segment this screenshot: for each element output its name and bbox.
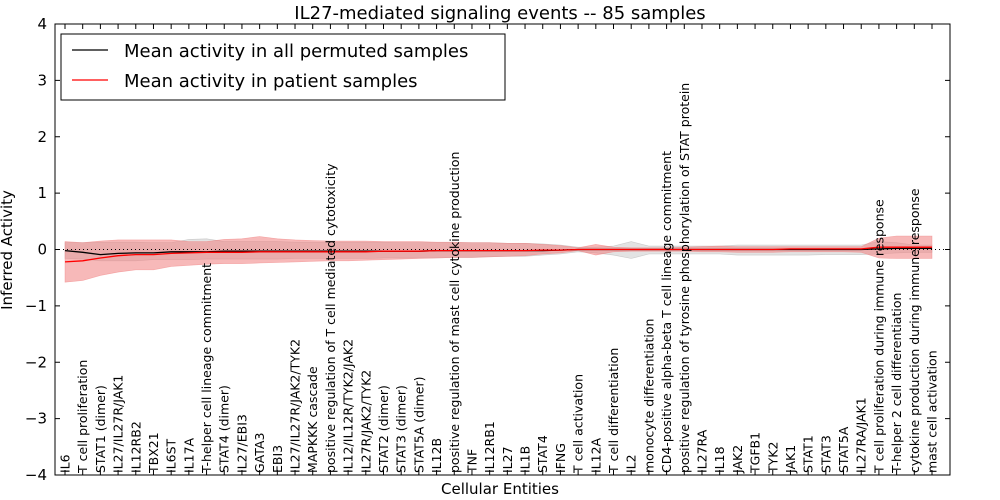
- x-category-label: TGFB1: [748, 432, 763, 474]
- band-patient: [64, 235, 933, 283]
- x-category-label: cytokine production during immune respon…: [907, 188, 922, 473]
- x-category-label: T cell differentiation: [606, 348, 621, 474]
- x-category-label: TBX21: [146, 432, 161, 474]
- x-category-label: T-helper cell lineage commitment: [199, 263, 214, 474]
- y-tick-label: −3: [25, 410, 47, 428]
- category-labels: IL6 T cell proliferation STAT1 (dimer) IL27…: [58, 83, 940, 474]
- x-category-label: mast cell activation: [925, 350, 940, 473]
- x-category-label: T cell proliferation: [75, 360, 90, 474]
- y-axis-label: Inferred Activity: [0, 190, 16, 310]
- x-category-label: monocyte differentiation: [641, 319, 656, 473]
- x-category-label: STAT3: [818, 435, 833, 473]
- x-category-label: IL27: [500, 446, 515, 473]
- x-category-label: IL6: [58, 454, 73, 473]
- x-category-label: MAPKKK cascade: [305, 366, 320, 473]
- y-tick-label: −4: [25, 466, 47, 484]
- y-tick-label: 1: [37, 184, 47, 202]
- y-tick-label: −2: [25, 353, 47, 371]
- x-category-label: IL12A: [588, 437, 603, 473]
- legend: Mean activity in all permuted samples Me…: [60, 33, 506, 101]
- x-category-label: EBI3: [270, 445, 285, 473]
- x-category-label: STAT5A: [836, 426, 851, 473]
- x-category-label: STAT1 (dimer): [93, 385, 108, 473]
- chart-title: IL27-mediated signaling events -- 85 sam…: [294, 3, 705, 24]
- x-category-label: STAT4 (dimer): [217, 385, 232, 473]
- confidence-bands: [64, 235, 933, 283]
- x-category-label: IL27R/JAK2/TYK2: [358, 370, 373, 473]
- x-category-label: IL12/IL12R/TYK2/JAK2: [341, 339, 356, 473]
- x-category-label: IL2: [624, 454, 639, 473]
- line-patient: [64, 246, 932, 263]
- x-category-label: JAK2: [730, 445, 745, 474]
- legend-label-patient: Mean activity in patient samples: [124, 71, 418, 92]
- x-category-label: IL27RA: [695, 429, 710, 473]
- legend-label-permuted: Mean activity in all permuted samples: [124, 41, 468, 62]
- x-category-label: T cell proliferation during immune respo…: [871, 199, 886, 474]
- x-category-label: TYK2: [765, 442, 780, 474]
- x-category-label: T-helper 2 cell differentiation: [889, 293, 904, 474]
- x-category-label: IL27/IL27R/JAK2/TYK2: [288, 339, 303, 473]
- x-category-label: CD4-positive alpha-beta T cell lineage c…: [659, 151, 674, 473]
- x-category-label: TNF: [465, 449, 480, 474]
- x-category-label: IL12RB2: [128, 421, 143, 473]
- x-category-label: IL18: [712, 446, 727, 473]
- x-category-label: STAT5A (dimer): [411, 377, 426, 473]
- x-category-label: IL6ST: [164, 438, 179, 473]
- x-category-label: IFNG: [553, 443, 568, 473]
- x-category-label: STAT1: [801, 435, 816, 473]
- x-category-label: IL1B: [518, 446, 533, 473]
- x-axis-label: Cellular Entities: [441, 480, 559, 498]
- y-axis: −4 −3 −2 −1 0 1 2 3 4: [25, 15, 950, 484]
- x-category-label: STAT3 (dimer): [394, 385, 409, 473]
- x-axis: [64, 24, 933, 475]
- x-category-label: IL27RA/JAK1: [854, 397, 869, 473]
- legend-box: [60, 33, 506, 101]
- y-tick-label: 0: [37, 241, 47, 259]
- y-tick-label: 2: [37, 128, 47, 146]
- x-category-label: positive regulation of tyrosine phosphor…: [677, 83, 692, 473]
- series-lines: [55, 246, 950, 263]
- x-category-label: positive regulation of T cell mediated c…: [323, 163, 338, 473]
- x-category-label: positive regulation of mast cell cytokin…: [447, 152, 462, 473]
- x-category-label: IL17A: [181, 437, 196, 473]
- x-category-label: IL12B: [429, 438, 444, 473]
- x-category-label: STAT2 (dimer): [376, 385, 391, 473]
- y-tick-label: 4: [37, 15, 47, 33]
- x-category-label: IL27/IL27R/JAK1: [111, 375, 126, 473]
- x-category-label: STAT4: [535, 435, 550, 473]
- y-tick-label: 3: [37, 71, 47, 89]
- x-category-label: IL27/EBI3: [234, 414, 249, 473]
- y-tick-label: −1: [25, 297, 47, 315]
- x-category-label: GATA3: [252, 433, 267, 473]
- x-category-label: JAK1: [783, 445, 798, 474]
- x-category-label: IL12RB1: [482, 421, 497, 473]
- x-category-label: T cell activation: [571, 374, 586, 474]
